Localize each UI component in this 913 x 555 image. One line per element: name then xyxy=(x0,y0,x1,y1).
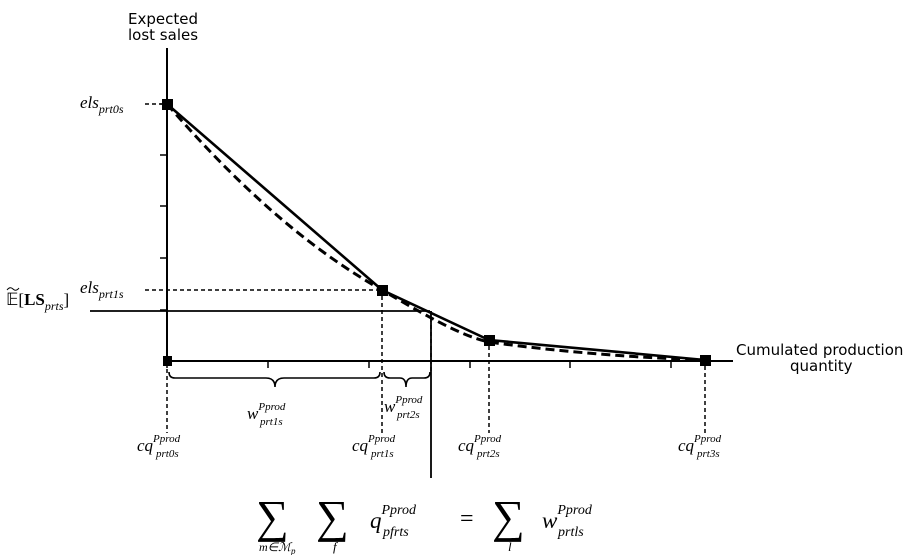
breakpoint-marker-1 xyxy=(377,285,388,296)
label-cq-prt1s: cqPprod prt1s xyxy=(352,433,396,460)
label-w-prt1s: wPprod prt1s xyxy=(247,401,286,428)
expected-lost-sales-curve xyxy=(165,103,706,362)
label-w-prt2s: wPprod prt2s xyxy=(384,394,423,421)
label-els-prt0s: elsprt0s xyxy=(80,93,124,116)
origin-marker xyxy=(163,356,172,366)
label-els-prt1s: elsprt1s xyxy=(80,278,124,301)
sum-symbol-2: ∑ xyxy=(316,491,349,542)
equals-sign: = xyxy=(460,506,474,532)
label-cq-prt0s: cqPprod prt0s xyxy=(137,433,181,460)
piecewise-linear-curve xyxy=(166,103,706,362)
dashed-guides xyxy=(145,103,706,433)
breakpoint-marker-2 xyxy=(484,335,495,346)
sum-symbol-1: ∑ xyxy=(256,491,289,542)
x-axis-title-line2: quantity xyxy=(790,357,853,375)
tilde-mark xyxy=(6,287,20,291)
breakpoint-marker-3 xyxy=(700,355,711,366)
breakpoint-marker-0 xyxy=(162,99,173,110)
y-axis-title-line1: Expected xyxy=(128,10,198,28)
y-axis-title-line2: lost sales xyxy=(128,26,198,44)
label-cq-prt3s: cqPprod prt3s xyxy=(678,433,722,460)
w-term: wPprod prtls xyxy=(542,503,593,540)
x-axis-ticks xyxy=(166,361,672,368)
sum-symbol-3: ∑ xyxy=(492,491,525,542)
brace-w-prt1s xyxy=(168,371,381,388)
sum-index-1: m∈ℳp xyxy=(259,540,296,555)
q-term: qPprod pfrts xyxy=(370,503,417,540)
balance-formula: ∑ m∈ℳp ∑ f qPprod pfrts = ∑ l wPprod prtls xyxy=(256,491,593,555)
label-expected-lost-sales: 𝔼[LSprts] xyxy=(6,290,69,313)
brace-w-prt2s xyxy=(383,371,431,388)
sum-index-2: f xyxy=(333,539,339,554)
label-cq-prt2s: cqPprod prt2s xyxy=(458,433,502,460)
x-axis-title-line1: Cumulated production xyxy=(736,341,903,359)
sum-index-3: l xyxy=(508,539,512,554)
y-axis-ticks xyxy=(160,103,167,311)
